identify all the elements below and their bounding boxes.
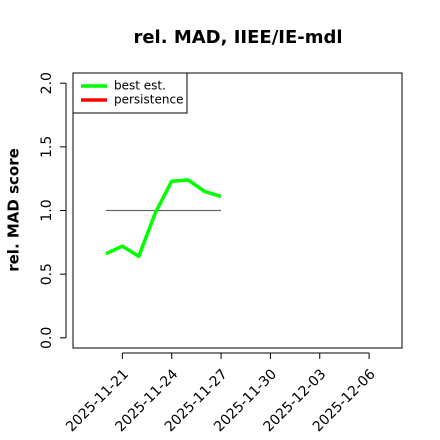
y-axis-label: rel. MAD score — [5, 148, 23, 272]
y-tick-label: 2.0 — [39, 72, 55, 94]
y-tick-label: 1.0 — [39, 199, 55, 221]
y-tick-label: 0.0 — [39, 327, 55, 349]
plot-box — [72, 72, 403, 349]
chart-title: rel. MAD, IIEE/IE-mdl — [133, 27, 342, 48]
legend-label: best est. — [114, 79, 166, 93]
legend-label: persistence — [114, 93, 183, 107]
y-tick-label: 1.5 — [39, 136, 55, 158]
legend-box — [72, 72, 188, 114]
y-tick-label: 0.5 — [39, 263, 55, 285]
series-line — [105, 178, 222, 259]
